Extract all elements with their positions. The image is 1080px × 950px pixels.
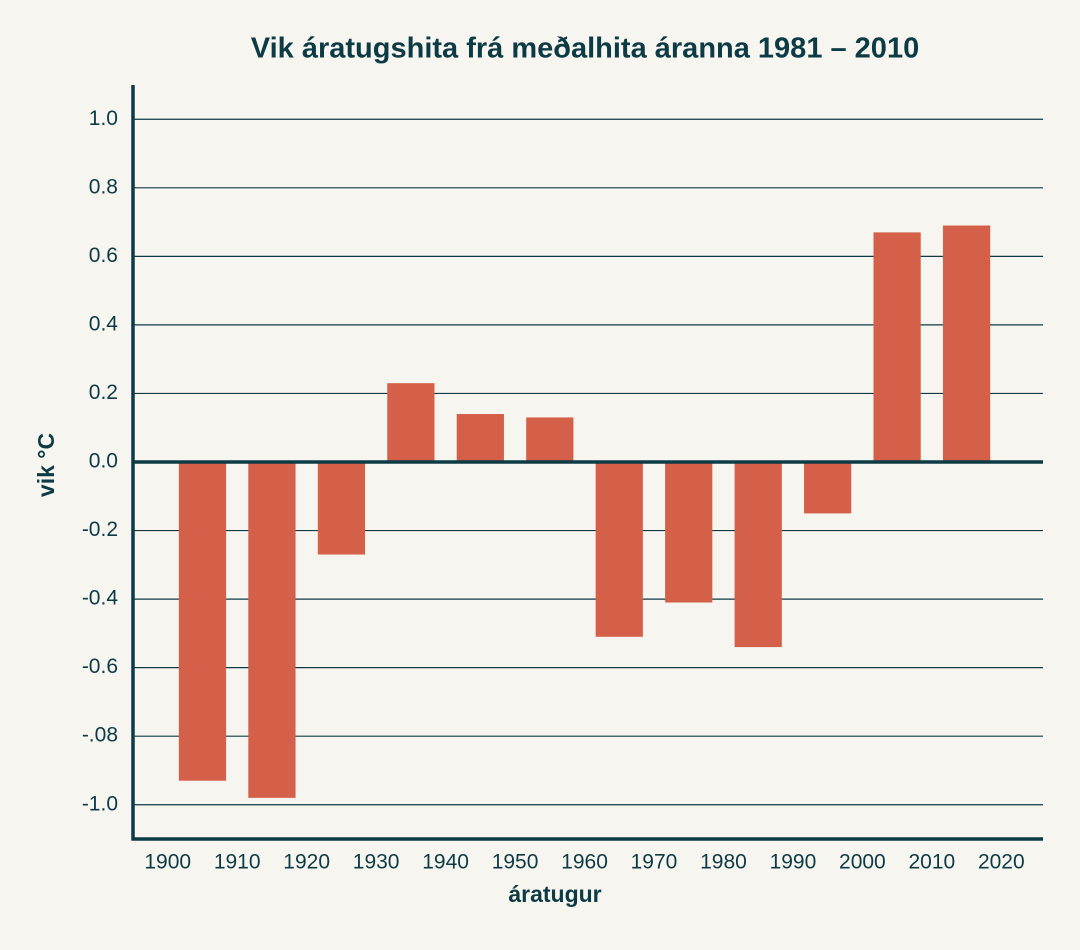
- y-tick-label: 0.6: [89, 244, 118, 267]
- bar: [456, 414, 504, 462]
- x-tick-label: 1950: [492, 851, 539, 874]
- bar: [734, 462, 782, 648]
- x-tick-label: 2010: [908, 851, 955, 874]
- y-tick-label: -0.2: [82, 518, 118, 541]
- x-tick-label: 2000: [839, 851, 886, 874]
- x-tick-label: 2020: [978, 851, 1025, 874]
- x-tick-label: 1930: [353, 851, 400, 874]
- bar: [387, 383, 435, 462]
- x-tick-label: 1900: [144, 851, 191, 874]
- y-tick-label: -0.4: [82, 587, 119, 610]
- y-tick-label: 0.2: [89, 381, 118, 404]
- bar: [526, 417, 574, 462]
- y-tick-label: -1.0: [82, 792, 118, 815]
- bar: [942, 225, 991, 462]
- y-axis-label: vik °C: [33, 433, 59, 497]
- y-tick-label: 0.8: [89, 175, 118, 198]
- y-tick-label: -0.6: [82, 655, 118, 678]
- y-tick-label: 1.0: [89, 107, 118, 130]
- x-tick-label: 1970: [631, 851, 678, 874]
- bar: [804, 462, 852, 514]
- y-tick-label: 0.0: [89, 450, 118, 473]
- bar: [317, 462, 366, 555]
- x-tick-label: 1960: [561, 851, 608, 874]
- x-axis-label: áratugur: [508, 881, 601, 907]
- y-tick-label: 0.4: [89, 312, 119, 335]
- chart-title: Vik áratugshita frá meðalhita áranna 198…: [251, 33, 919, 65]
- x-tick-label: 1910: [214, 851, 261, 874]
- y-tick-label: -.08: [82, 724, 118, 747]
- bar: [178, 462, 227, 781]
- bar: [665, 462, 713, 603]
- x-tick-label: 1990: [770, 851, 817, 874]
- bar: [873, 232, 921, 462]
- bar: [595, 462, 643, 637]
- x-tick-label: 1940: [422, 851, 469, 874]
- x-tick-label: 1920: [283, 851, 330, 874]
- bar: [248, 462, 296, 798]
- x-tick-label: 1980: [700, 851, 747, 874]
